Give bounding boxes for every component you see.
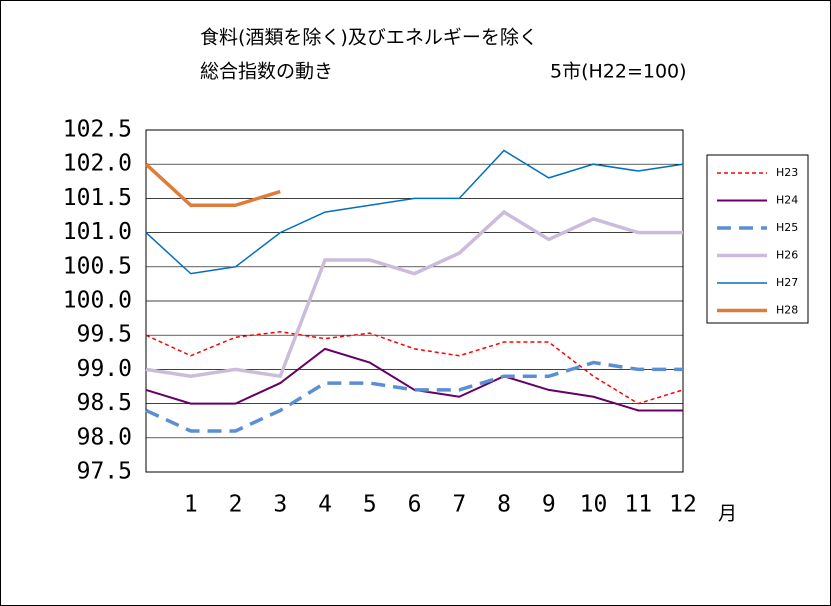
x-tick-label: 12 xyxy=(669,492,697,518)
x-tick-label: 10 xyxy=(580,492,608,518)
x-tick-label: 5 xyxy=(363,492,377,518)
legend xyxy=(706,154,809,324)
line-series xyxy=(144,162,281,207)
x-tick-label: 1 xyxy=(184,492,198,518)
y-tick-label: 100.0 xyxy=(63,288,132,314)
x-axis-label: 月 xyxy=(718,503,737,525)
x-tick-label: 7 xyxy=(452,492,466,518)
y-tick-label: 101.0 xyxy=(63,219,132,245)
x-tick-label: 4 xyxy=(318,492,332,518)
y-tick-label: 101.5 xyxy=(63,185,132,211)
line-series xyxy=(145,360,683,433)
chart-title: 食料(酒類を除く)及びエネルギーを除く xyxy=(200,27,538,49)
y-tick-label: 98.0 xyxy=(77,424,132,450)
line-series xyxy=(145,209,683,379)
line-series xyxy=(145,149,684,275)
legend-label: H26 xyxy=(776,249,798,262)
x-tick-label: 6 xyxy=(408,492,422,518)
y-tick-label: 100.5 xyxy=(63,253,132,279)
chart-subtitle: 5市(H22=100) xyxy=(550,61,687,83)
line-series xyxy=(145,331,684,405)
x-tick-label: 8 xyxy=(497,492,511,518)
y-tick-label: 97.5 xyxy=(77,459,132,485)
y-tick-label: 99.5 xyxy=(77,322,132,348)
y-tick-label: 102.0 xyxy=(63,151,132,177)
legend-label: H24 xyxy=(776,194,798,207)
y-tick-label: 102.5 xyxy=(63,117,132,143)
y-tick-label: 99.0 xyxy=(77,356,132,382)
x-tick-label: 9 xyxy=(542,492,556,518)
x-tick-label: 2 xyxy=(229,492,243,518)
x-tick-label: 3 xyxy=(273,492,287,518)
x-tick-label: 11 xyxy=(624,492,652,518)
chart-title: 総合指数の動き xyxy=(200,61,333,83)
legend-label: H23 xyxy=(776,166,798,179)
legend-label: H28 xyxy=(776,304,798,317)
y-tick-label: 98.5 xyxy=(77,390,132,416)
legend-label: H25 xyxy=(776,221,798,234)
line-series xyxy=(145,347,683,412)
legend-label: H27 xyxy=(776,276,798,289)
